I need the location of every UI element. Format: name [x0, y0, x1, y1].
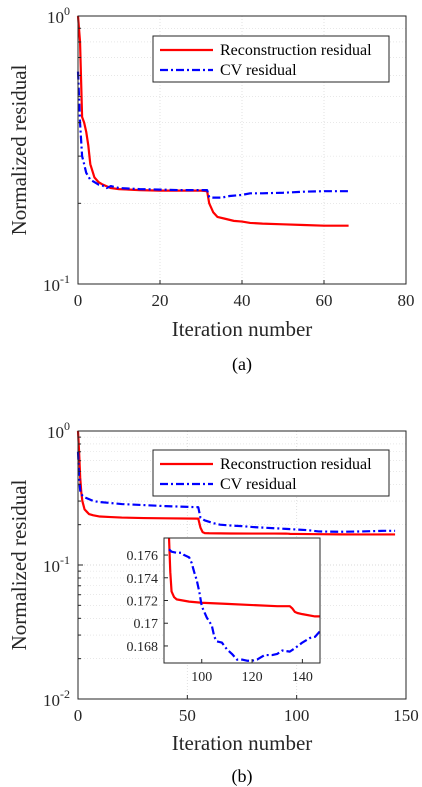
- chart-a-xtick-label: 80: [398, 291, 415, 310]
- chart-b-lines: [76, 430, 396, 536]
- chart-b-xtick-label: 0: [74, 706, 83, 725]
- chart-b-xtick-label: 50: [179, 706, 196, 725]
- chart-a: 0 20 40 60 80 10-1 100 Iteration number Normal…: [7, 4, 415, 375]
- chart-a-caption: (a): [232, 354, 252, 375]
- chart-a-legend-cv-label: CV residual: [220, 62, 297, 79]
- chart-a-series-cv: [76, 71, 349, 199]
- chart-b-ticks: 0 50 100 150 10-2 10-1 100: [43, 419, 419, 725]
- chart-a-ytick-label: 100: [47, 4, 70, 27]
- chart-b-inset-ytick-label: 0.176: [127, 549, 159, 564]
- chart-b-legend: Reconstruction residual CV residual: [152, 449, 390, 497]
- chart-a-ticks: 0 20 40 60 80 10-1 100: [43, 4, 415, 310]
- chart-b-inset-ticks: 100 120 140 0.168 0.17 0.172 0.174 0.176: [127, 549, 313, 685]
- chart-b-inset-lines: [167, 537, 321, 662]
- chart-b-inset: 100 120 140 0.168 0.17 0.172 0.174 0.176: [127, 537, 321, 685]
- chart-b-inset-xtick-label: 120: [242, 670, 263, 685]
- chart-b-caption: (b): [232, 766, 253, 787]
- chart-b-ytick-label: 10-1: [43, 553, 70, 576]
- chart-b-ylabel: Normalized residual: [7, 479, 31, 650]
- chart-b-inset-ytick-label: 0.172: [127, 595, 159, 610]
- chart-a-xtick-label: 60: [316, 291, 333, 310]
- chart-b-inset-ytick-label: 0.17: [134, 617, 159, 632]
- chart-b-inset-ytick-label: 0.174: [127, 572, 159, 587]
- chart-b-inset-xtick-label: 100: [191, 670, 212, 685]
- chart-b-inset-plot-area: [164, 538, 320, 663]
- chart-b-inset-series-reconstruction: [167, 537, 320, 618]
- chart-b-legend-cv-label: CV residual: [220, 476, 297, 493]
- chart-b-xtick-label: 100: [284, 706, 310, 725]
- chart-b: 0 50 100 150 10-2 10-1 100 Iteration number No…: [7, 419, 419, 787]
- chart-a-legend: Reconstruction residual CV residual: [152, 35, 390, 83]
- chart-b-legend-recon-label: Reconstruction residual: [220, 456, 372, 473]
- chart-a-ytick-label: 10-1: [43, 272, 70, 295]
- chart-a-xlabel: Iteration number: [172, 317, 313, 341]
- chart-b-ytick-label: 100: [47, 419, 70, 442]
- chart-b-inset-ytick-label: 0.168: [127, 640, 159, 655]
- chart-b-ytick-label: 10-2: [43, 687, 70, 710]
- chart-b-inset-xtick-label: 140: [292, 670, 313, 685]
- chart-a-xtick-label: 0: [74, 291, 83, 310]
- chart-b-series-cv: [76, 451, 396, 533]
- chart-a-series-reconstruction: [76, 15, 349, 227]
- chart-a-legend-box: [152, 35, 390, 83]
- chart-b-series-reconstruction: [76, 430, 396, 536]
- chart-a-lines: [76, 15, 349, 227]
- chart-a-xtick-label: 40: [234, 291, 251, 310]
- chart-a-legend-recon-label: Reconstruction residual: [220, 42, 372, 59]
- chart-b-xtick-label: 150: [393, 706, 419, 725]
- chart-a-xtick-label: 20: [152, 291, 169, 310]
- chart-b-legend-box: [152, 449, 390, 497]
- chart-b-xlabel: Iteration number: [172, 731, 313, 755]
- chart-b-inset-series-cv: [168, 548, 321, 662]
- chart-a-ylabel: Normalized residual: [7, 64, 31, 235]
